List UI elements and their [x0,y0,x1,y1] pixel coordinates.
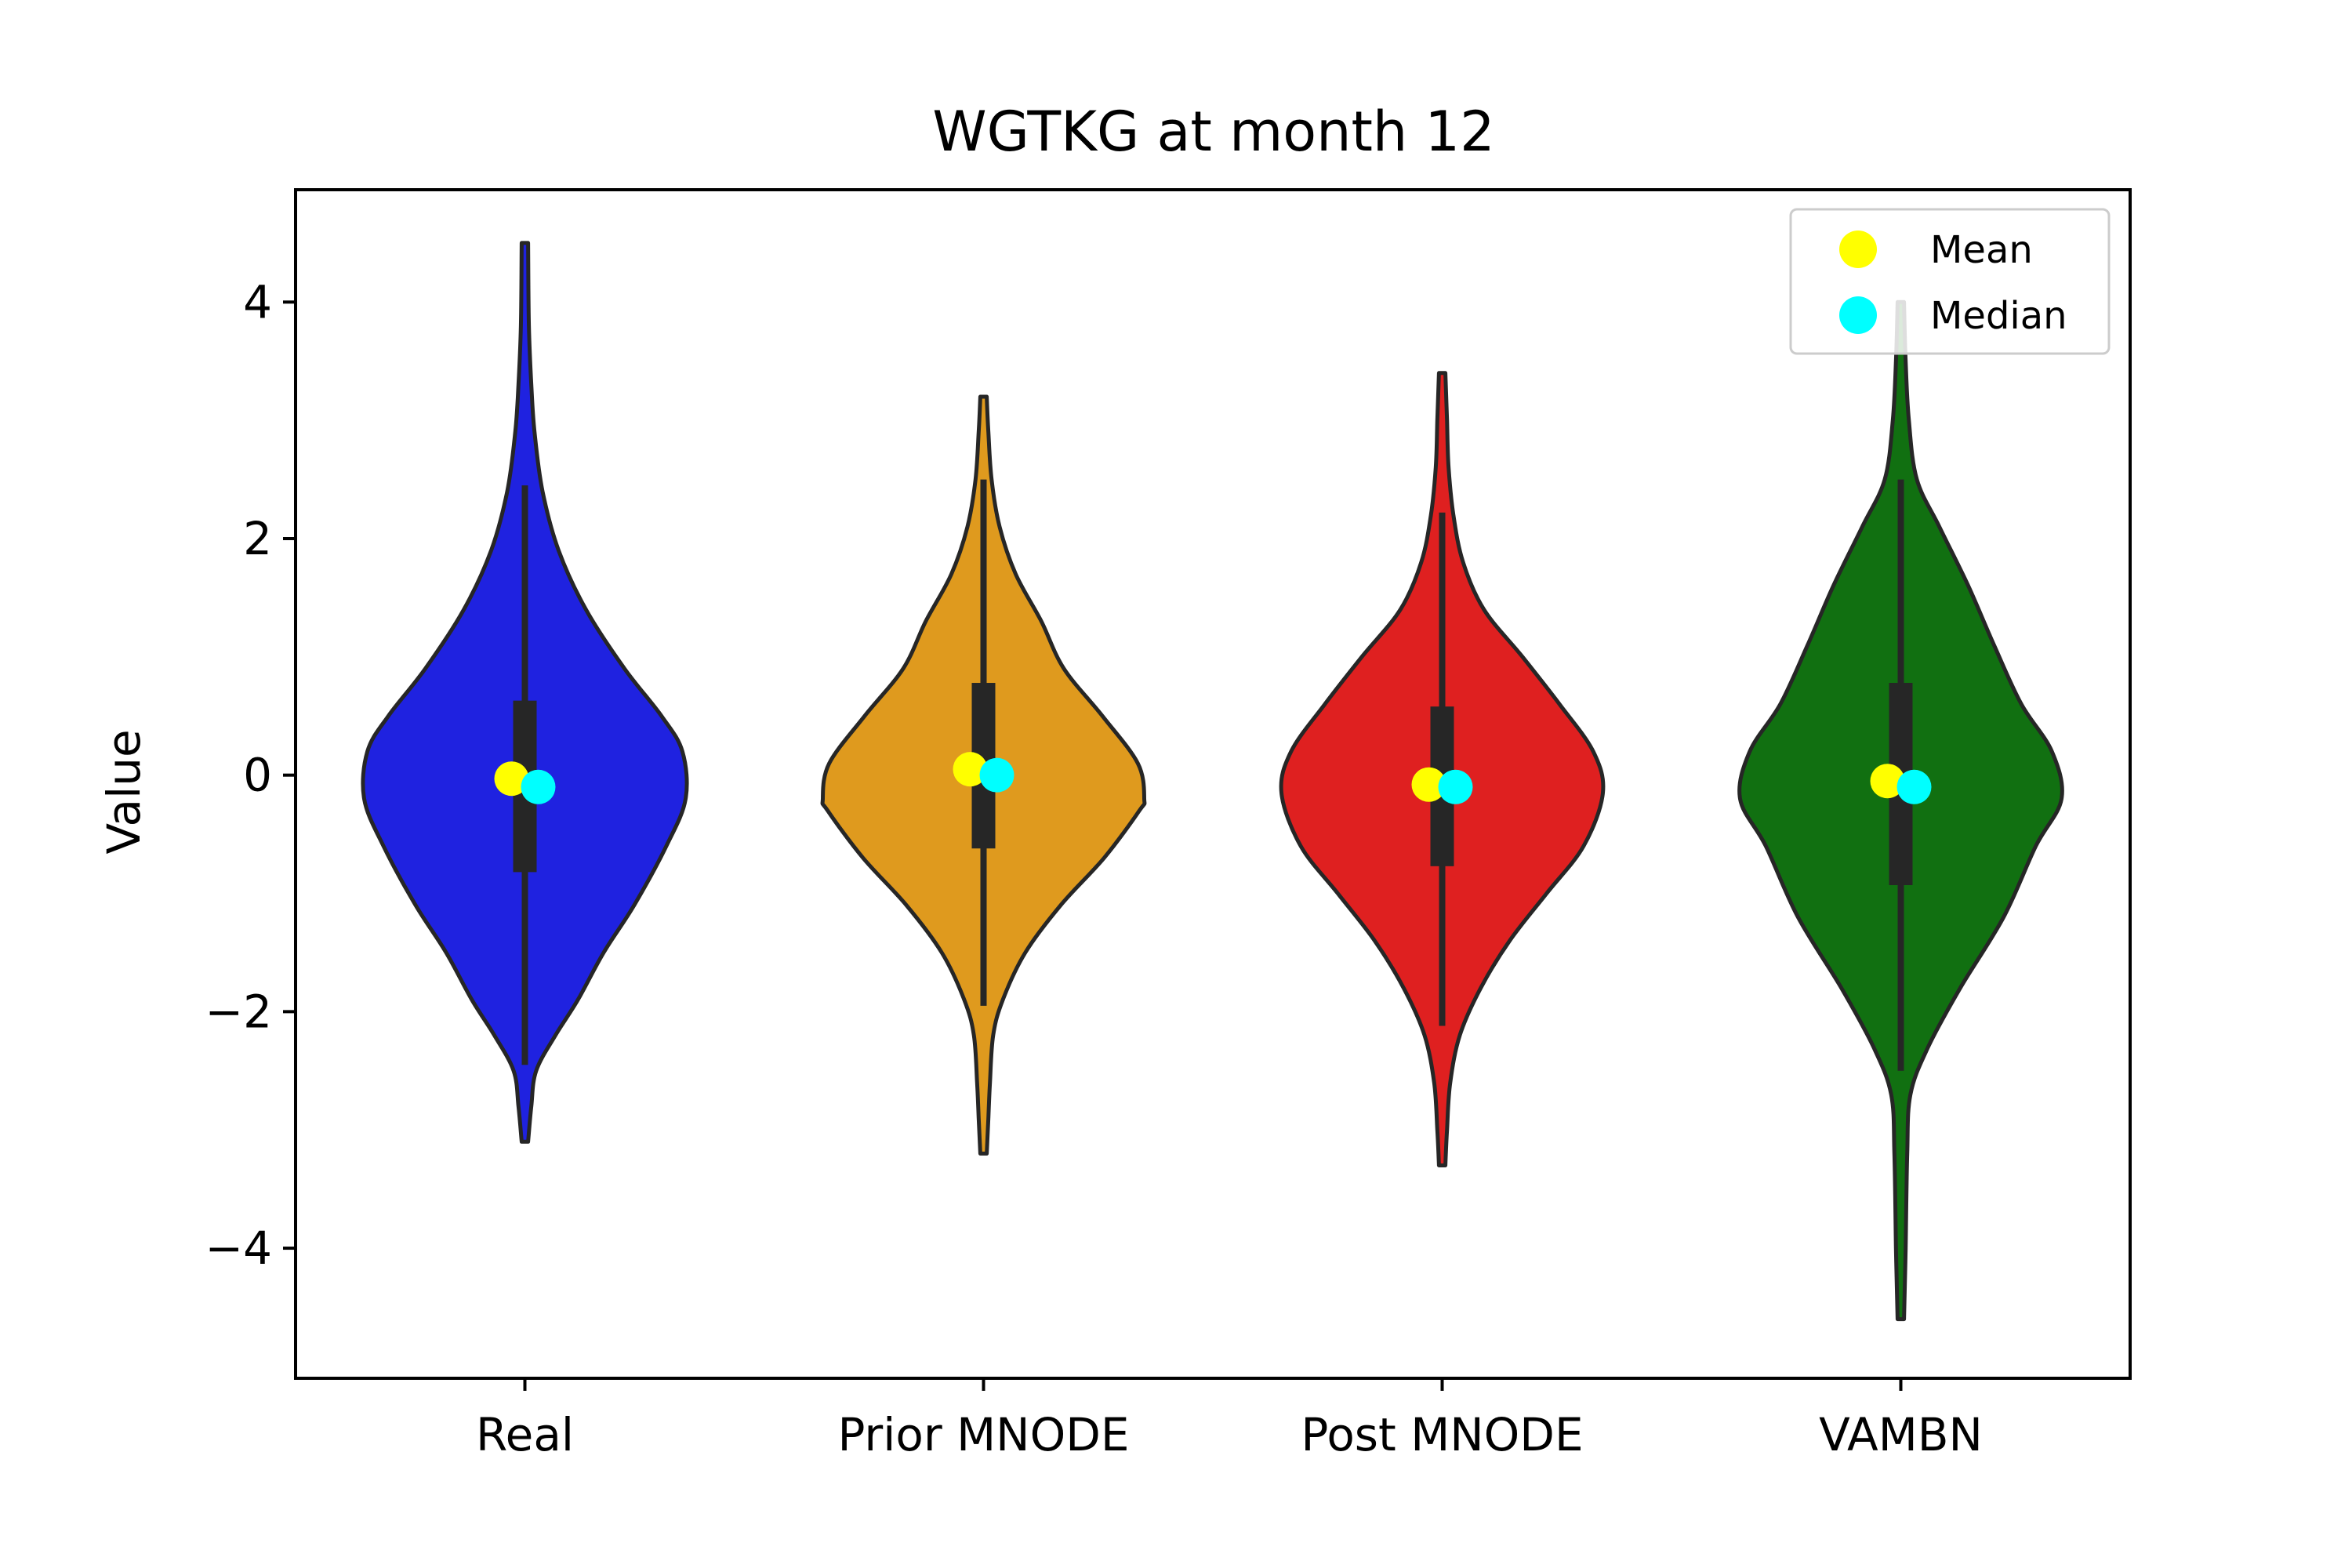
violin-real [361,241,689,1144]
y-tick-label: 0 [243,749,272,802]
legend: Mean Median [1789,208,2111,355]
median-marker [1438,769,1473,804]
median-marker [521,769,556,804]
chart-title: WGTKG at month 12 [932,100,1494,164]
median-marker [1896,769,1932,804]
y-tick-label: −4 [205,1221,273,1275]
violin-prior-mnode [820,394,1147,1156]
mean-marker [953,752,988,787]
y-axis-label: Value [97,729,151,854]
x-tick-label: Real [476,1408,574,1461]
mean-marker [1870,764,1905,799]
x-tick-label: Prior MNODE [837,1408,1129,1461]
plot-area-frame [294,188,2132,1380]
legend-label-mean: Mean [1930,228,2033,272]
mean-marker [1411,767,1446,802]
y-tick-label: 4 [243,275,272,328]
mean-marker [494,761,529,797]
axes-layer: 4 2 0 −2 −4 Real Prior MNODE Post MNODE VAMBN [205,275,1983,1461]
x-tick-label: Post MNODE [1301,1408,1583,1461]
legend-marker-mean [1839,230,1877,268]
y-tick-label: 2 [243,512,272,565]
violin-post-mnode [1279,371,1606,1167]
violins-layer [361,241,2064,1322]
y-tick-label: −2 [205,985,273,1038]
violin-vambn [1737,299,2064,1322]
x-tick-label: VAMBN [1819,1408,1983,1461]
median-marker [979,757,1014,793]
legend-marker-median [1839,296,1877,334]
legend-label-median: Median [1930,294,2067,338]
